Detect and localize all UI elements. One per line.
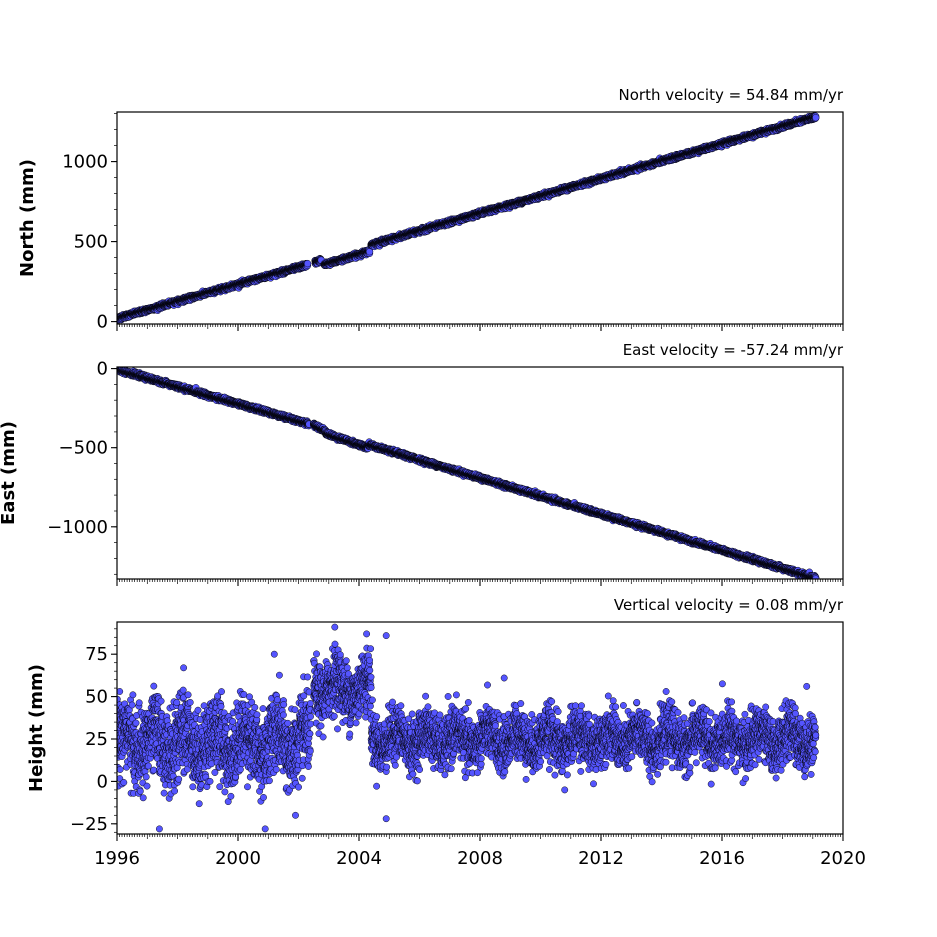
north-data-points bbox=[117, 112, 820, 324]
data-point bbox=[303, 259, 312, 268]
